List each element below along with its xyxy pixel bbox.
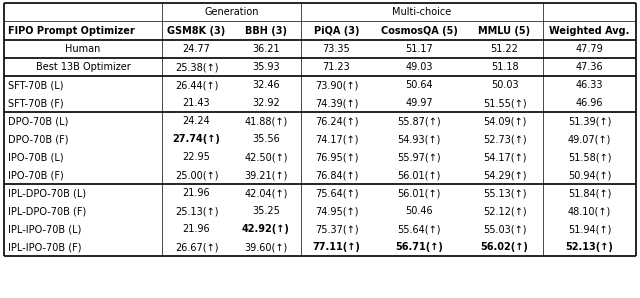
Text: IPO-70B (L): IPO-70B (L) [8, 152, 63, 162]
Text: Multi-choice: Multi-choice [392, 7, 452, 17]
Text: CosmosQA (5): CosmosQA (5) [381, 26, 458, 35]
Text: 56.01(↑): 56.01(↑) [397, 188, 441, 198]
Text: 55.13(↑): 55.13(↑) [483, 188, 526, 198]
Text: 54.17(↑): 54.17(↑) [483, 152, 526, 162]
Text: 25.00(↑): 25.00(↑) [175, 170, 218, 180]
Text: 75.37(↑): 75.37(↑) [315, 224, 358, 234]
Text: DPO-70B (F): DPO-70B (F) [8, 134, 68, 144]
Text: 49.07(↑): 49.07(↑) [568, 134, 611, 144]
Text: Best 13B Optimizer: Best 13B Optimizer [36, 62, 131, 72]
Text: 74.39(↑): 74.39(↑) [315, 98, 358, 108]
Text: 56.01(↑): 56.01(↑) [397, 170, 441, 180]
Text: IPL-DPO-70B (F): IPL-DPO-70B (F) [8, 206, 86, 216]
Text: 71.23: 71.23 [323, 62, 350, 72]
Text: 41.88(↑): 41.88(↑) [244, 116, 287, 126]
Text: IPL-DPO-70B (L): IPL-DPO-70B (L) [8, 188, 86, 198]
Text: 76.84(↑): 76.84(↑) [315, 170, 358, 180]
Text: 24.24: 24.24 [182, 116, 211, 126]
Text: 54.93(↑): 54.93(↑) [397, 134, 441, 144]
Text: 42.04(↑): 42.04(↑) [244, 188, 288, 198]
Text: 26.44(↑): 26.44(↑) [175, 80, 218, 90]
Text: 55.87(↑): 55.87(↑) [397, 116, 441, 126]
Text: IPL-IPO-70B (L): IPL-IPO-70B (L) [8, 224, 81, 234]
Text: 52.13(↑): 52.13(↑) [566, 242, 613, 252]
Text: 42.50(↑): 42.50(↑) [244, 152, 288, 162]
Text: 50.64: 50.64 [405, 80, 433, 90]
Text: 52.12(↑): 52.12(↑) [483, 206, 526, 216]
Text: 77.11(↑): 77.11(↑) [312, 242, 360, 252]
Text: 21.43: 21.43 [182, 98, 211, 108]
Text: 51.39(↑): 51.39(↑) [568, 116, 611, 126]
Text: 35.56: 35.56 [252, 134, 280, 144]
Text: 47.79: 47.79 [575, 44, 604, 54]
Text: SFT-70B (F): SFT-70B (F) [8, 98, 63, 108]
Text: MMLU (5): MMLU (5) [479, 26, 531, 35]
Text: 51.17: 51.17 [405, 44, 433, 54]
Text: 32.92: 32.92 [252, 98, 280, 108]
Text: IPL-IPO-70B (F): IPL-IPO-70B (F) [8, 242, 81, 252]
Text: 25.13(↑): 25.13(↑) [175, 206, 218, 216]
Text: 26.67(↑): 26.67(↑) [175, 242, 218, 252]
Text: 55.64(↑): 55.64(↑) [397, 224, 441, 234]
Text: 74.95(↑): 74.95(↑) [315, 206, 358, 216]
Text: 21.96: 21.96 [182, 188, 211, 198]
Text: 51.94(↑): 51.94(↑) [568, 224, 611, 234]
Text: 35.25: 35.25 [252, 206, 280, 216]
Text: 46.33: 46.33 [576, 80, 604, 90]
Text: 76.95(↑): 76.95(↑) [315, 152, 358, 162]
Text: 54.09(↑): 54.09(↑) [483, 116, 526, 126]
Text: 21.96: 21.96 [182, 224, 211, 234]
Text: 73.90(↑): 73.90(↑) [315, 80, 358, 90]
Text: 48.10(↑): 48.10(↑) [568, 206, 611, 216]
Text: 50.03: 50.03 [491, 80, 518, 90]
Text: 35.93: 35.93 [252, 62, 280, 72]
Text: 32.46: 32.46 [252, 80, 280, 90]
Text: 74.17(↑): 74.17(↑) [315, 134, 358, 144]
Text: GSM8K (3): GSM8K (3) [168, 26, 226, 35]
Text: 27.74(↑): 27.74(↑) [173, 134, 220, 144]
Text: 42.92(↑): 42.92(↑) [242, 224, 290, 234]
Text: 55.03(↑): 55.03(↑) [483, 224, 526, 234]
Text: Human: Human [65, 44, 100, 54]
Text: 22.95: 22.95 [182, 152, 211, 162]
Text: 56.02(↑): 56.02(↑) [481, 242, 529, 252]
Text: 56.71(↑): 56.71(↑) [395, 242, 443, 252]
Text: 73.35: 73.35 [323, 44, 350, 54]
Text: BBH (3): BBH (3) [245, 26, 287, 35]
Text: 52.73(↑): 52.73(↑) [483, 134, 526, 144]
Text: 54.29(↑): 54.29(↑) [483, 170, 526, 180]
Text: PiQA (3): PiQA (3) [314, 26, 359, 35]
Text: SFT-70B (L): SFT-70B (L) [8, 80, 63, 90]
Text: 55.97(↑): 55.97(↑) [397, 152, 441, 162]
Text: 76.24(↑): 76.24(↑) [315, 116, 358, 126]
Text: 49.97: 49.97 [405, 98, 433, 108]
Text: 47.36: 47.36 [576, 62, 604, 72]
Text: 51.84(↑): 51.84(↑) [568, 188, 611, 198]
Text: FIPO Prompt Optimizer: FIPO Prompt Optimizer [8, 26, 135, 35]
Text: 51.22: 51.22 [491, 44, 518, 54]
Text: 50.46: 50.46 [405, 206, 433, 216]
Text: 24.77: 24.77 [182, 44, 211, 54]
Text: 49.03: 49.03 [405, 62, 433, 72]
Text: 36.21: 36.21 [252, 44, 280, 54]
Text: IPO-70B (F): IPO-70B (F) [8, 170, 64, 180]
Text: 51.18: 51.18 [491, 62, 518, 72]
Text: 75.64(↑): 75.64(↑) [315, 188, 358, 198]
Text: Weighted Avg.: Weighted Avg. [549, 26, 630, 35]
Text: 51.55(↑): 51.55(↑) [483, 98, 526, 108]
Text: Generation: Generation [204, 7, 259, 17]
Text: 51.58(↑): 51.58(↑) [568, 152, 611, 162]
Text: 46.96: 46.96 [576, 98, 604, 108]
Text: DPO-70B (L): DPO-70B (L) [8, 116, 68, 126]
Text: 25.38(↑): 25.38(↑) [175, 62, 218, 72]
Text: 39.21(↑): 39.21(↑) [244, 170, 288, 180]
Text: 39.60(↑): 39.60(↑) [244, 242, 287, 252]
Text: 50.94(↑): 50.94(↑) [568, 170, 611, 180]
